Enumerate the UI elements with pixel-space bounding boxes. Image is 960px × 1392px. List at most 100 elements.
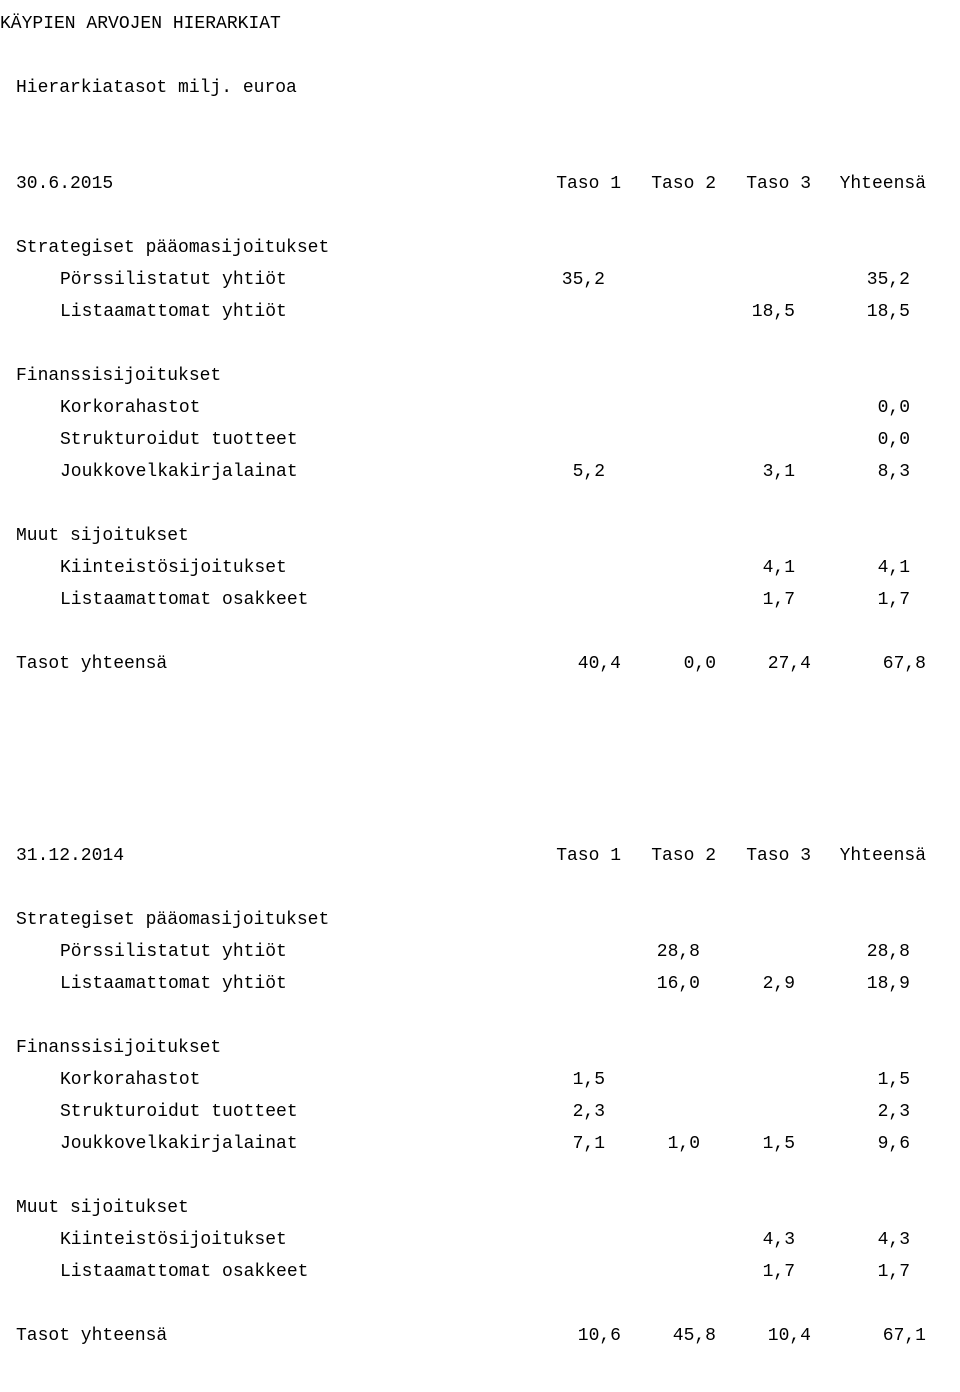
cell: 1,7 [700, 1258, 795, 1287]
page-title: KÄYPIEN ARVOJEN HIERARKIAT [0, 10, 510, 39]
cell: 1,7 [795, 586, 910, 615]
total-row: Tasot yhteensä 40,4 0,0 27,4 67,8 [0, 648, 960, 680]
section-heading: Strategiset pääomasijoitukset [0, 904, 960, 936]
col-header-1: Taso 1 [526, 170, 621, 199]
cell: 2,3 [510, 1098, 605, 1127]
spacer [0, 40, 960, 72]
row-label: Korkorahastot [0, 394, 510, 423]
section-label: Finanssisijoitukset [0, 362, 526, 391]
section-label: Muut sijoitukset [0, 1194, 526, 1223]
cell: 28,8 [605, 938, 700, 967]
col-header-4: Yhteensä [811, 842, 926, 871]
document-page: KÄYPIEN ARVOJEN HIERARKIAT Hierarkiataso… [0, 0, 960, 1392]
date-label: 31.12.2014 [0, 842, 526, 871]
cell: 8,3 [795, 458, 910, 487]
col-header-4: Yhteensä [811, 170, 926, 199]
section-heading: Muut sijoitukset [0, 520, 960, 552]
spacer [0, 616, 960, 648]
spacer [0, 328, 960, 360]
cell: 1,0 [605, 1130, 700, 1159]
table-row: Strukturoidut tuotteet 0,0 [0, 424, 960, 456]
table-row: Strukturoidut tuotteet 2,3 2,3 [0, 1096, 960, 1128]
table-row: Kiinteistösijoitukset 4,3 4,3 [0, 1224, 960, 1256]
row-label: Joukkovelkakirjalainat [0, 458, 510, 487]
cell: 45,8 [621, 1322, 716, 1351]
row-label: Strukturoidut tuotteet [0, 1098, 510, 1127]
table-row: Listaamattomat osakkeet 1,7 1,7 [0, 584, 960, 616]
section-heading: Finanssisijoitukset [0, 360, 960, 392]
table-row: Pörssilistatut yhtiöt 28,8 28,8 [0, 936, 960, 968]
section-heading: Muut sijoitukset [0, 1192, 960, 1224]
table-row: Listaamattomat yhtiöt 16,0 2,9 18,9 [0, 968, 960, 1000]
section-label: Strategiset pääomasijoitukset [0, 234, 526, 263]
cell: 1,5 [700, 1130, 795, 1159]
cell: 4,1 [700, 554, 795, 583]
cell: 10,4 [716, 1322, 811, 1351]
page-subtitle: Hierarkiatasot milj. euroa [0, 74, 526, 103]
cell: 4,3 [795, 1226, 910, 1255]
table-row: Listaamattomat osakkeet 1,7 1,7 [0, 1256, 960, 1288]
cell: 28,8 [795, 938, 910, 967]
cell: 4,1 [795, 554, 910, 583]
row-label: Listaamattomat osakkeet [0, 1258, 510, 1287]
col-header-3: Taso 3 [716, 170, 811, 199]
cell: 40,4 [526, 650, 621, 679]
total-label: Tasot yhteensä [0, 1322, 526, 1351]
total-label: Tasot yhteensä [0, 650, 526, 679]
subtitle-row: Hierarkiatasot milj. euroa [0, 72, 960, 104]
col-header-2: Taso 2 [621, 170, 716, 199]
cell: 1,7 [700, 586, 795, 615]
cell: 0,0 [621, 650, 716, 679]
table-row: Listaamattomat yhtiöt 18,5 18,5 [0, 296, 960, 328]
section-label: Finanssisijoitukset [0, 1034, 526, 1063]
spacer [0, 136, 960, 168]
cell: 10,6 [526, 1322, 621, 1351]
row-label: Listaamattomat yhtiöt [0, 970, 510, 999]
header-row: 31.12.2014 Taso 1 Taso 2 Taso 3 Yhteensä [0, 840, 960, 872]
cell: 1,7 [795, 1258, 910, 1287]
row-label: Strukturoidut tuotteet [0, 426, 510, 455]
cell: 18,9 [795, 970, 910, 999]
row-label: Korkorahastot [0, 1066, 510, 1095]
spacer [0, 488, 960, 520]
cell: 0,0 [795, 426, 910, 455]
cell: 7,1 [510, 1130, 605, 1159]
cell: 67,8 [811, 650, 926, 679]
spacer [0, 1288, 960, 1320]
section-heading: Strategiset pääomasijoitukset [0, 232, 960, 264]
table-row: Korkorahastot 1,5 1,5 [0, 1064, 960, 1096]
cell: 35,2 [510, 266, 605, 295]
date-label: 30.6.2015 [0, 170, 526, 199]
cell: 35,2 [795, 266, 910, 295]
row-label: Kiinteistösijoitukset [0, 554, 510, 583]
section-label: Muut sijoitukset [0, 522, 526, 551]
spacer [0, 680, 960, 808]
row-label: Pörssilistatut yhtiöt [0, 938, 510, 967]
col-header-2: Taso 2 [621, 842, 716, 871]
spacer [0, 1000, 960, 1032]
cell: 3,1 [700, 458, 795, 487]
cell: 18,5 [700, 298, 795, 327]
table-row: Pörssilistatut yhtiöt 35,2 35,2 [0, 264, 960, 296]
header-row: 30.6.2015 Taso 1 Taso 2 Taso 3 Yhteensä [0, 168, 960, 200]
spacer [0, 104, 960, 136]
spacer [0, 1160, 960, 1192]
cell: 1,5 [510, 1066, 605, 1095]
cell: 0,0 [795, 394, 910, 423]
table-row: Joukkovelkakirjalainat 7,1 1,0 1,5 9,6 [0, 1128, 960, 1160]
cell: 5,2 [510, 458, 605, 487]
cell: 27,4 [716, 650, 811, 679]
row-label: Listaamattomat osakkeet [0, 586, 510, 615]
cell: 2,3 [795, 1098, 910, 1127]
section-heading: Finanssisijoitukset [0, 1032, 960, 1064]
cell: 2,9 [700, 970, 795, 999]
total-row: Tasot yhteensä 10,6 45,8 10,4 67,1 [0, 1320, 960, 1352]
title-row: KÄYPIEN ARVOJEN HIERARKIAT [0, 8, 960, 40]
table-row: Joukkovelkakirjalainat 5,2 3,1 8,3 [0, 456, 960, 488]
row-label: Kiinteistösijoitukset [0, 1226, 510, 1255]
row-label: Pörssilistatut yhtiöt [0, 266, 510, 295]
cell: 67,1 [811, 1322, 926, 1351]
cell: 4,3 [700, 1226, 795, 1255]
col-header-3: Taso 3 [716, 842, 811, 871]
cell: 1,5 [795, 1066, 910, 1095]
